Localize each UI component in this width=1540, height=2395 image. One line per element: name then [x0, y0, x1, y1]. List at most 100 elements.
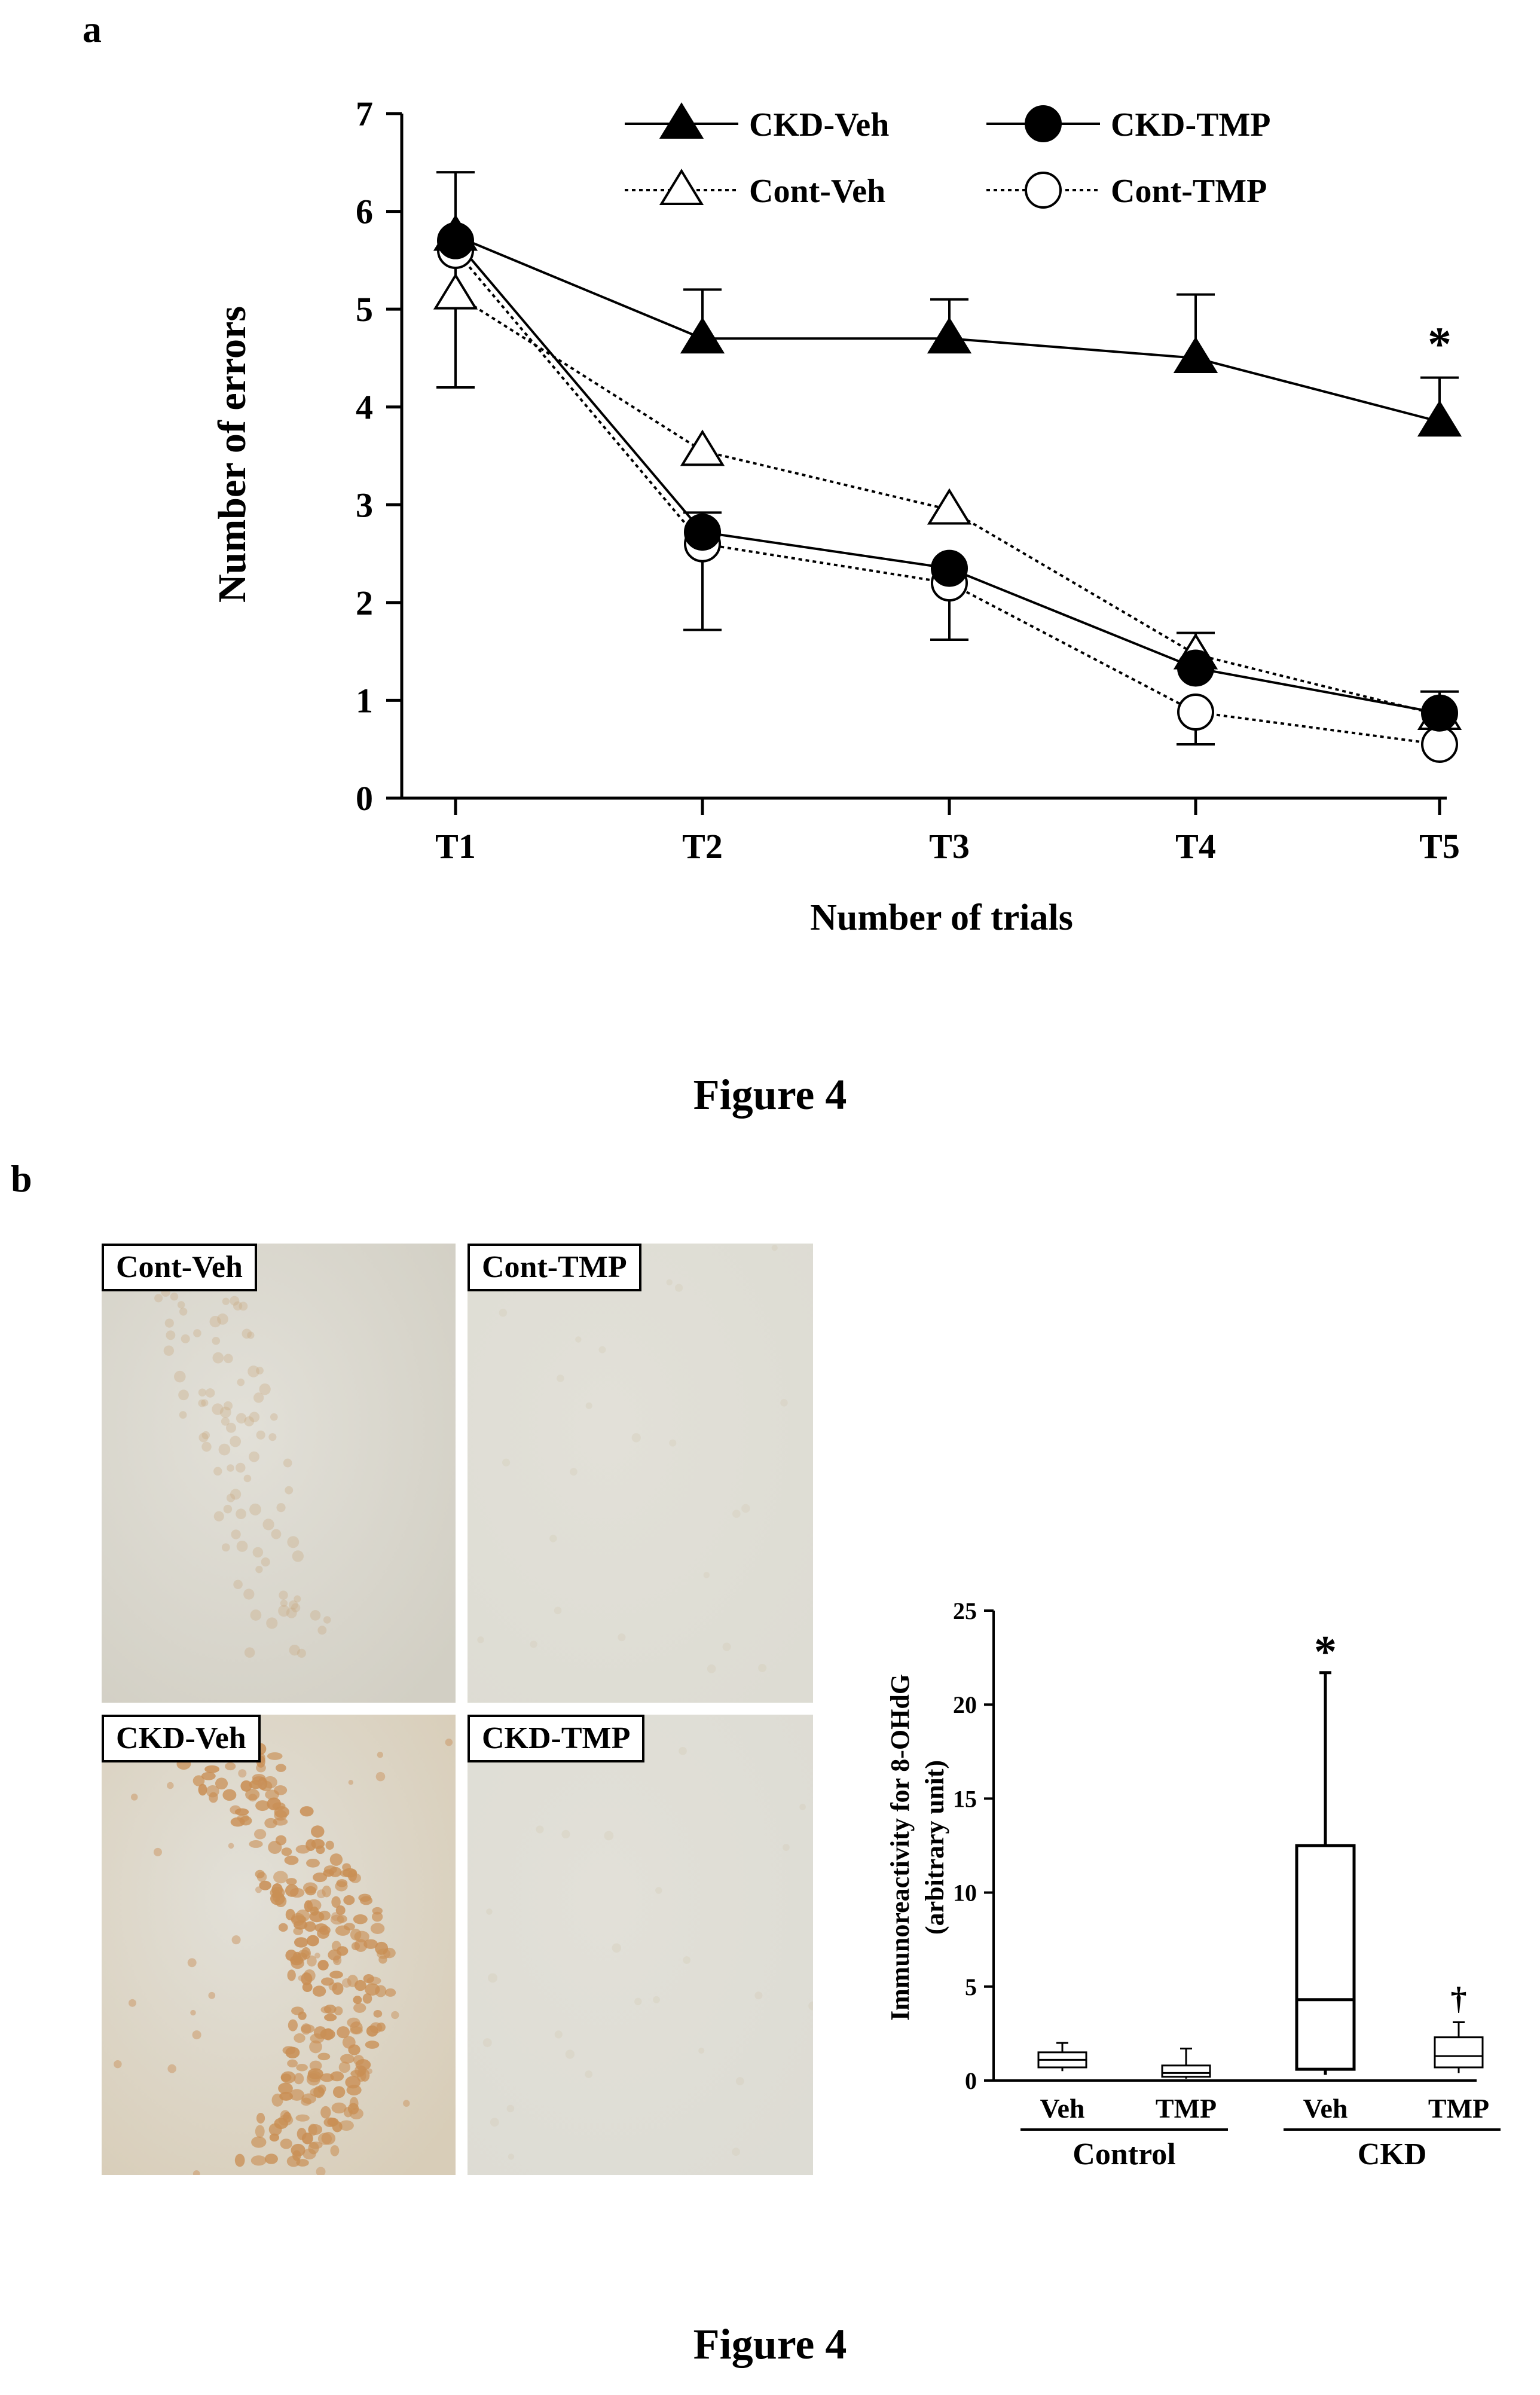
stained-cell	[306, 1858, 320, 1868]
faint-cell	[758, 1663, 767, 1672]
stained-cell	[236, 1508, 246, 1520]
stained-cell	[332, 2086, 346, 2098]
stained-cell	[291, 1915, 307, 1924]
stained-cell	[391, 2011, 399, 2020]
stained-cell	[212, 1352, 224, 1364]
stained-cell	[255, 1565, 263, 1574]
stained-cell	[328, 1949, 342, 1961]
stained-cell	[177, 1301, 185, 1309]
micrograph-label: CKD-TMP	[468, 1715, 645, 1762]
y-tick-label: 2	[356, 584, 373, 622]
stained-cell	[288, 2019, 298, 2032]
stained-cell	[256, 1871, 267, 1882]
stained-cell	[280, 2071, 296, 2084]
stained-cell	[130, 1794, 138, 1801]
stained-cell	[129, 1999, 136, 2007]
stained-cell	[375, 1771, 386, 1782]
stained-cell	[249, 1840, 263, 1848]
faint-cell	[754, 1991, 763, 2000]
data-point	[684, 514, 721, 551]
stained-cell	[342, 1868, 358, 1878]
micrograph-texture	[114, 1734, 453, 2175]
stained-cell	[353, 1914, 368, 1924]
stained-cell	[358, 2066, 367, 2075]
stained-cell	[301, 2024, 315, 2033]
stained-cell	[289, 1644, 300, 1656]
stained-cell	[310, 2033, 325, 2043]
stained-cell	[198, 1783, 207, 1796]
faint-cell	[799, 1804, 806, 1810]
stained-cell	[268, 1433, 277, 1441]
faint-cell	[508, 2153, 515, 2160]
faint-cell	[666, 1279, 673, 1286]
stained-cell	[212, 1337, 221, 1345]
faint-cell	[536, 1825, 544, 1834]
stained-cell	[198, 1399, 206, 1407]
faint-cell	[780, 1399, 788, 1407]
faint-cell	[554, 2030, 563, 2039]
stained-cell	[225, 1762, 236, 1771]
stained-cell	[198, 1432, 209, 1443]
box-iqr	[1434, 2036, 1484, 2069]
x-tick-label: Veh	[1040, 2093, 1085, 2124]
legend-marker	[1025, 172, 1062, 209]
stained-cell	[363, 1974, 374, 1984]
stained-cell	[279, 1590, 288, 1600]
y-tick-label: 5	[965, 1974, 977, 2000]
y-axis-label: (arbitrary unit)	[920, 1760, 949, 1935]
stained-cell	[264, 2153, 278, 2164]
stained-cell	[261, 1557, 270, 1567]
stained-cell	[274, 1810, 288, 1821]
stained-cell	[348, 1780, 354, 1785]
faint-cell	[477, 1636, 484, 1643]
stained-cell	[267, 1797, 282, 1810]
stained-cell	[255, 2125, 265, 2138]
stained-cell	[312, 1985, 326, 1997]
stained-cell	[337, 2026, 350, 2039]
stained-cell	[255, 1800, 270, 1811]
micrograph-ckd-tmp: CKD-TMP	[468, 1715, 813, 2175]
stained-cell	[273, 1871, 288, 1884]
stained-cell	[266, 1617, 278, 1629]
stained-cell	[219, 1406, 231, 1418]
stained-cell	[317, 1960, 329, 1971]
stained-cell	[233, 1580, 243, 1589]
box-control-veh	[1037, 2042, 1087, 2072]
stained-cell	[259, 1880, 271, 1890]
stained-cell	[230, 1435, 242, 1447]
faint-cell	[502, 1458, 511, 1467]
stained-cell	[362, 1993, 372, 2004]
stained-cell	[270, 1413, 278, 1421]
x-axis-label: Number of trials	[810, 897, 1073, 938]
micrograph-label: Cont-TMP	[468, 1244, 641, 1291]
faint-cell	[618, 1633, 626, 1642]
stained-cell	[320, 2006, 332, 2014]
faint-cell	[561, 1829, 570, 1839]
stained-cell	[238, 1769, 247, 1778]
stained-cell	[286, 1878, 297, 1886]
stained-cell	[288, 1600, 298, 1610]
panel-a-label: a	[82, 8, 102, 50]
group-label: CKD	[1358, 2137, 1427, 2171]
stained-cell	[267, 1752, 283, 1760]
stained-cell	[331, 1896, 341, 1908]
y-tick-label: 20	[953, 1691, 977, 1718]
stained-cell	[234, 2153, 245, 2167]
stained-cell	[278, 1923, 288, 1932]
stained-cell	[253, 1392, 264, 1403]
stained-cell	[330, 2145, 340, 2156]
stained-cell	[320, 2106, 331, 2119]
micrograph-ckd-veh: CKD-Veh	[102, 1715, 456, 2175]
stained-cell	[249, 1503, 261, 1516]
stained-cell	[206, 1785, 219, 1798]
stained-cell	[371, 1911, 383, 1922]
stained-cell	[213, 1467, 222, 1476]
stained-cell	[201, 1431, 210, 1440]
stained-cell	[334, 1957, 340, 1963]
stained-cell	[331, 1912, 340, 1922]
stained-cell	[166, 1330, 176, 1340]
stained-cell	[284, 1855, 299, 1865]
stained-cell	[274, 1785, 288, 1795]
stained-cell	[300, 1806, 314, 1817]
stained-cell	[350, 2026, 363, 2035]
